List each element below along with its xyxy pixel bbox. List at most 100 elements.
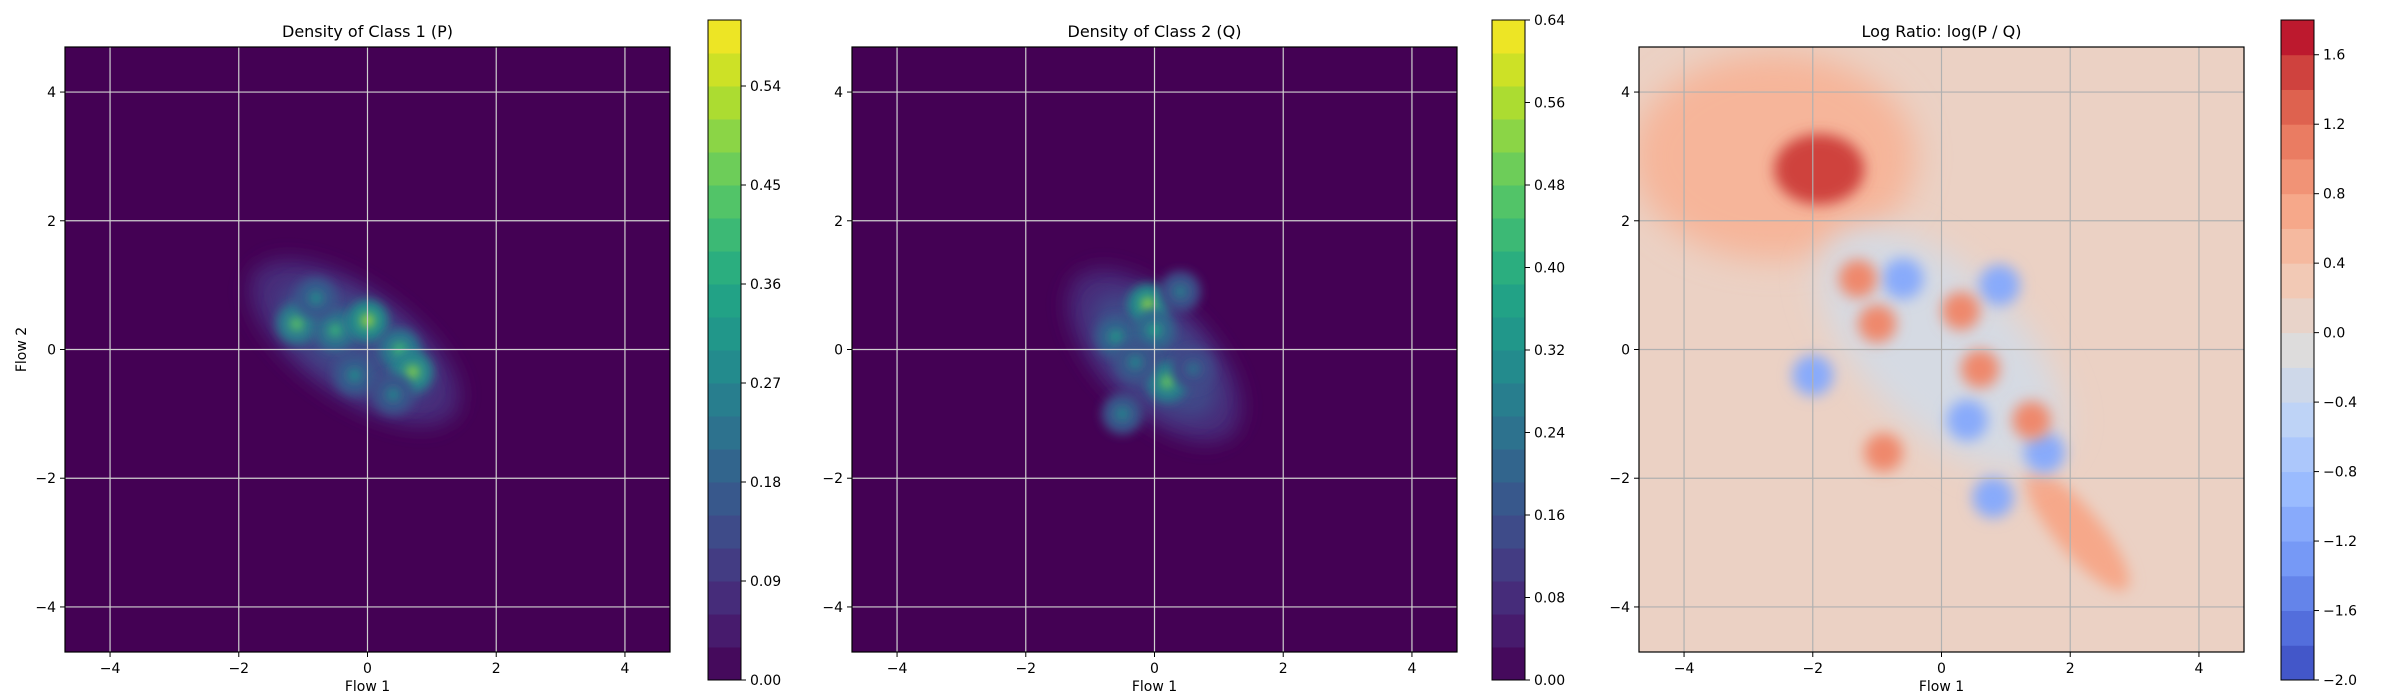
y-tick-label: 4 [47,85,56,101]
colorbar: 0.00 0.09 0.18 0.27 0.36 0.45 0.54 [707,19,781,689]
colorbar-band [708,647,741,681]
colorbar-band [708,581,741,615]
colorbar-tick-label: 0.00 [750,673,781,689]
colorbar-tick-label: −2.0 [2323,673,2357,689]
x-axis-label: Flow 1 [1132,679,1177,695]
x-tick-label: −2 [1015,661,1036,677]
y-tick-label: 4 [834,85,843,101]
colorbar-band [1492,350,1525,384]
density-peak [328,323,342,337]
colorbar-band [2281,645,2314,681]
colorbar-band [1492,548,1525,582]
density-peak [406,365,419,379]
x-tick-label: 4 [1407,661,1416,677]
ratio-positive-spot [1857,304,1897,344]
colorbar-band [1492,53,1525,87]
x-axis-label: Flow 1 [1919,679,1964,695]
x-tick-label: 2 [492,661,501,677]
colorbar-band [708,317,741,351]
y-tick-label: 0 [47,343,56,359]
colorbar-band [708,548,741,582]
colorbar-band [1492,20,1525,54]
colorbar-band [708,86,741,120]
density-peak [1186,362,1200,376]
colorbar-band [1492,647,1525,681]
colorbar-band [1492,119,1525,153]
x-tick-label: −2 [1802,661,1823,677]
x-axis-label: Flow 1 [345,679,390,695]
colorbar-tick-label: 1.2 [2323,117,2345,133]
colorbar-band [1492,614,1525,648]
chart-title: Density of Class 2 (Q) [1068,22,1242,41]
colorbar-band [1492,86,1525,120]
colorbar-band [1492,251,1525,285]
colorbar-band [2281,124,2314,160]
colorbar-band [1492,317,1525,351]
colorbar-tick-label: 0.40 [1534,261,1565,277]
x-tick-label: 4 [620,661,629,677]
colorbar-band [1492,416,1525,450]
colorbar-band [2281,20,2314,56]
colorbar-band [2281,332,2314,368]
colorbar-band [1492,449,1525,483]
chart-title: Density of Class 1 (P) [282,22,453,41]
ratio-positive-spot [1960,349,2000,389]
colorbar-band [708,251,741,285]
y-tick-label: −4 [1609,600,1630,616]
x-tick-label: 4 [2194,661,2203,677]
ratio-positive-spot [1838,259,1878,299]
colorbar-band [2281,297,2314,334]
colorbar-band [1492,218,1525,252]
plot-area [1639,47,2244,652]
density-peak [386,388,400,401]
colorbar-band [2281,471,2314,507]
colorbar-band [2281,193,2314,229]
colorbar-frame [707,19,742,681]
colorbar-band [2281,228,2314,264]
colorbar-band [1492,581,1525,615]
x-tick-label: 0 [363,661,372,677]
density-peak [348,368,362,382]
colorbar-tick-label: −1.2 [2323,534,2357,550]
colorbar-tick-label: 0.48 [1534,178,1565,194]
x-tick-label: −4 [100,661,121,677]
y-tick-label: 0 [1621,343,1630,359]
colorbar-band [2281,402,2314,438]
chart-panel-1: −4 −2 0 2 4 −4 −2 0 2 4 Density of Class 1 (P) Flow… [14,19,781,695]
x-tick-label: 0 [1937,661,1946,677]
colorbar: 0.00 0.08 0.16 0.24 0.32 0.40 0.48 0.56 0.64 [1491,13,1565,689]
colorbar-band [2281,541,2314,577]
colorbar-tick-label: 0.64 [1534,13,1565,29]
colorbar-band [708,53,741,87]
y-tick-label: 2 [1621,214,1630,230]
colorbar-tick-label: −0.8 [2323,465,2357,481]
y-tick-label: −4 [35,600,56,616]
density-peak [1128,355,1142,369]
ratio-positive-spot [2012,400,2051,440]
ratio-negative-spot [1882,258,1924,300]
density-peak [1141,298,1155,311]
colorbar-band [708,185,741,219]
chart-title: Log Ratio: log(P / Q) [1862,22,2022,41]
ratio-positive-spot [1941,291,1981,331]
y-tick-label: −4 [822,600,843,616]
density-peak [1109,330,1123,344]
colorbar: −2.0 −1.6 −1.2 −0.8 −0.4 0.0 0.4 0.8 1.2 1.6 [2280,19,2357,689]
colorbar-band [708,416,741,450]
colorbar-tick-label: 0.4 [2323,256,2345,272]
colorbar-band [708,383,741,417]
density-peak [309,291,323,305]
colorbar-band [1492,152,1525,186]
ratio-streak [2024,468,2130,591]
colorbar-band [708,20,741,54]
colorbar-band [708,152,741,186]
colorbar-tick-label: 0.27 [750,376,781,392]
density-peak [1115,407,1129,421]
density-peak [1160,375,1174,389]
x-tick-label: 2 [2066,661,2075,677]
colorbar-band [1492,515,1525,549]
density-peak [290,317,304,331]
colorbar-tick-label: 0.32 [1534,343,1565,359]
y-tick-label: −2 [822,471,843,487]
